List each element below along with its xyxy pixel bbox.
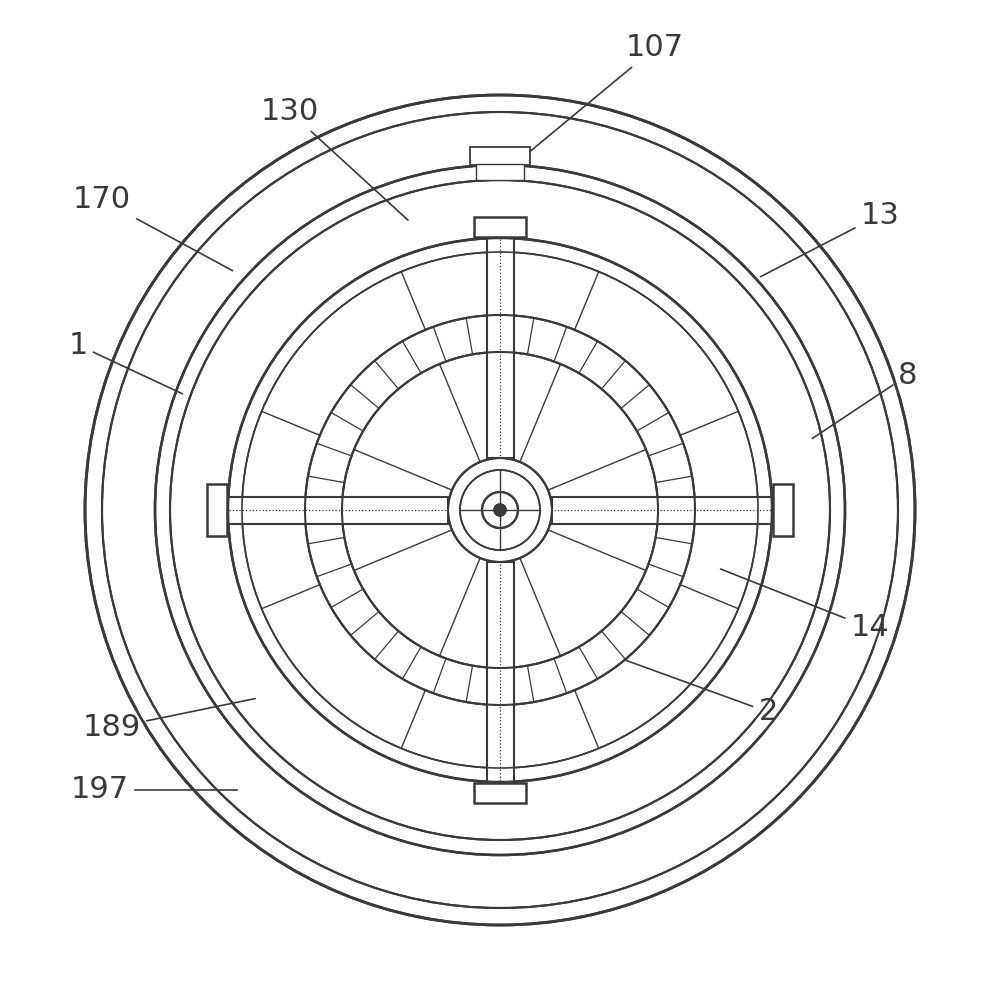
Text: 2: 2 — [573, 641, 778, 726]
Circle shape — [242, 252, 758, 768]
Text: 14: 14 — [721, 569, 889, 642]
Bar — [773, 484, 793, 536]
Bar — [207, 484, 227, 536]
Bar — [474, 217, 526, 237]
Circle shape — [102, 112, 898, 908]
Bar — [486, 562, 514, 783]
Text: 170: 170 — [73, 185, 233, 271]
Bar — [227, 496, 448, 523]
Circle shape — [482, 492, 518, 528]
Circle shape — [85, 95, 915, 925]
Text: 130: 130 — [261, 97, 408, 220]
Text: 13: 13 — [760, 200, 899, 276]
Circle shape — [448, 458, 552, 562]
Bar — [476, 164, 524, 180]
Circle shape — [170, 180, 830, 840]
Circle shape — [228, 238, 772, 782]
Text: 197: 197 — [71, 776, 237, 805]
Text: 189: 189 — [83, 699, 255, 742]
Bar — [470, 147, 530, 165]
Circle shape — [305, 315, 695, 705]
Bar — [552, 496, 773, 523]
Bar — [474, 783, 526, 803]
Text: 8: 8 — [812, 361, 918, 438]
Circle shape — [494, 504, 506, 516]
Circle shape — [460, 470, 540, 550]
Circle shape — [342, 352, 658, 668]
Text: 1: 1 — [68, 331, 182, 393]
Circle shape — [155, 165, 845, 855]
Text: 107: 107 — [512, 34, 684, 166]
Circle shape — [494, 504, 506, 516]
Bar — [486, 237, 514, 458]
